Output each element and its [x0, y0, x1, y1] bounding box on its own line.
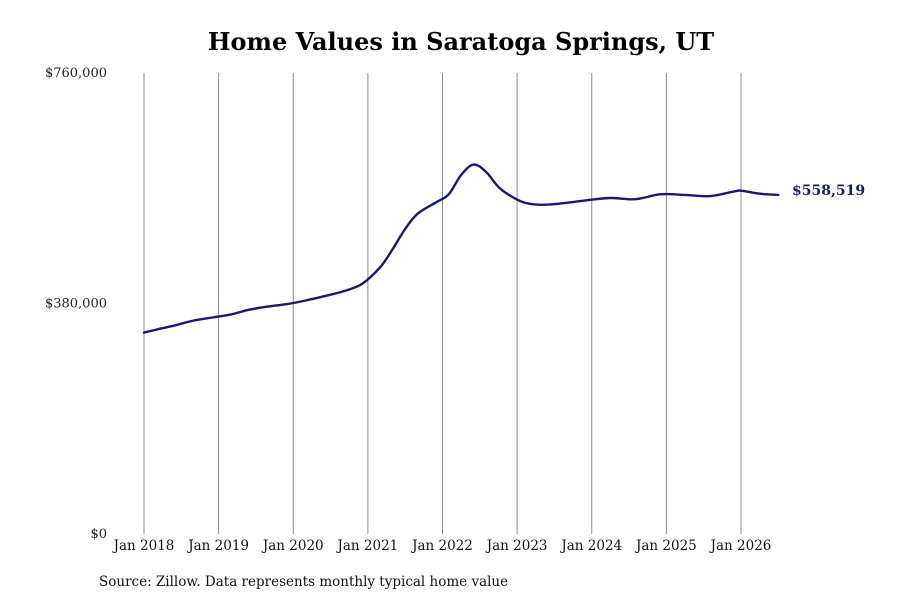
x-tick-label: Jan 2020 — [261, 538, 324, 554]
x-tick-label: Jan 2021 — [335, 538, 398, 554]
x-tick-label: Jan 2026 — [709, 538, 772, 554]
y-tick-label: $0 — [90, 527, 107, 542]
y-axis: $0 $380,000 $760,000 — [45, 66, 107, 542]
x-tick-label: Jan 2023 — [485, 538, 548, 554]
source-note: Source: Zillow. Data represents monthly … — [99, 574, 509, 590]
end-value-label: $558,519 — [792, 183, 865, 199]
x-axis: Jan 2018 Jan 2019 Jan 2020 Jan 2021 Jan 2022… — [112, 538, 772, 554]
gridlines — [143, 73, 742, 534]
x-tick-label: Jan 2022 — [410, 538, 473, 554]
label-layer: $558,519 — [792, 183, 865, 199]
series-layer — [142, 163, 780, 334]
x-tick-label: Jan 2025 — [634, 538, 697, 554]
y-tick-label: $380,000 — [45, 297, 107, 312]
chart-title: Home Values in Saratoga Springs, UT — [207, 27, 715, 56]
x-tick-label: Jan 2019 — [186, 538, 249, 554]
x-tick-label: Jan 2024 — [559, 538, 622, 554]
series-line — [142, 163, 780, 334]
y-tick-label: $760,000 — [45, 66, 107, 81]
x-tick-label: Jan 2018 — [112, 538, 175, 554]
